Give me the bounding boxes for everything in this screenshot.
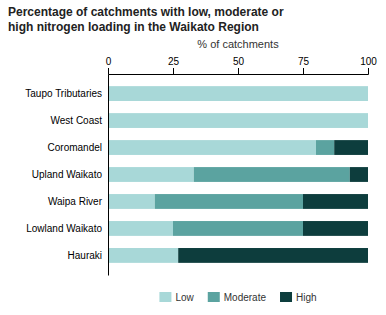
y-tick: Hauraki (68, 250, 102, 261)
x-axis-label: % of catchments (197, 38, 279, 50)
y-tick-label: Hauraki (68, 250, 102, 261)
bar (368, 86, 369, 101)
bar (155, 194, 303, 209)
y-tick: Waipa River (48, 196, 103, 207)
legend-item: Low (159, 292, 194, 303)
bar (108, 86, 368, 101)
y-tick-label: Upland Waikato (32, 169, 103, 180)
y-tick: Lowland Waikato (26, 223, 102, 234)
x-tick-label: 0 (106, 56, 112, 67)
y-tick-label: Lowland Waikato (26, 223, 102, 234)
bar (108, 221, 173, 236)
bars (108, 86, 368, 263)
y-axis-line (108, 75, 109, 276)
bar (303, 194, 368, 209)
title-group: Percentage of catchments with low, moder… (8, 5, 284, 34)
legend-swatch (280, 292, 292, 302)
legend-label: Low (175, 292, 194, 303)
y-tick-label: West Coast (51, 115, 103, 126)
x-tick-mark (173, 68, 174, 74)
x-tick-mark (108, 68, 109, 74)
bar (350, 167, 368, 182)
y-tick-label: Taupo Tributaries (25, 88, 102, 99)
plot: 0 25 50 75 100 % of catchments Taupo Tributari… (25, 38, 377, 276)
bar (334, 140, 368, 155)
series (108, 86, 368, 263)
bar (303, 221, 368, 236)
x-tick: 75 (298, 56, 310, 74)
legend-swatch (159, 292, 171, 302)
bar (178, 248, 368, 263)
y-tick-label: Waipa River (48, 196, 103, 207)
x-tick-label: 25 (168, 56, 180, 67)
bar (368, 86, 369, 101)
y-tick: Upland Waikato (32, 169, 103, 180)
legend-swatch (208, 292, 220, 302)
title: Percentage of catchments with low, moder… (8, 5, 284, 19)
legend: Low Moderate High (159, 292, 316, 303)
x-tick-label: 100 (360, 56, 377, 67)
x-tick-mark (368, 68, 369, 74)
x-axis-line (109, 68, 369, 75)
bar (173, 221, 303, 236)
bar (368, 113, 369, 128)
y-tick: West Coast (51, 115, 103, 126)
bar (108, 248, 178, 263)
x-tick: 0 (106, 56, 112, 74)
legend-label: Moderate (224, 292, 267, 303)
x-tick: 100 (360, 56, 377, 74)
chart: Percentage of catchments with low, moder… (0, 0, 386, 315)
x-tick-mark (238, 68, 239, 74)
x-axis: 0 25 50 75 100 (106, 56, 378, 75)
series (178, 140, 368, 263)
x-tick-mark (303, 68, 304, 74)
legend-item: High (280, 292, 317, 303)
y-tick-label: Coromandel (48, 142, 102, 153)
bar (368, 113, 369, 128)
title: high nitrogen loading in the Waikato Reg… (8, 20, 259, 34)
bar (108, 140, 316, 155)
bar (108, 167, 194, 182)
bar (108, 194, 155, 209)
legend-item: Moderate (208, 292, 267, 303)
legend-label: High (296, 292, 317, 303)
y-axis: Taupo Tributaries West Coast Coromandel Upl… (25, 75, 108, 276)
x-tick-label: 50 (233, 56, 245, 67)
x-tick-label: 75 (298, 56, 310, 67)
x-tick: 50 (233, 56, 245, 74)
bar (316, 140, 334, 155)
x-tick: 25 (168, 56, 180, 74)
bar (194, 167, 350, 182)
y-tick: Taupo Tributaries (25, 88, 102, 99)
bar (108, 113, 368, 128)
y-tick: Coromandel (48, 142, 102, 153)
